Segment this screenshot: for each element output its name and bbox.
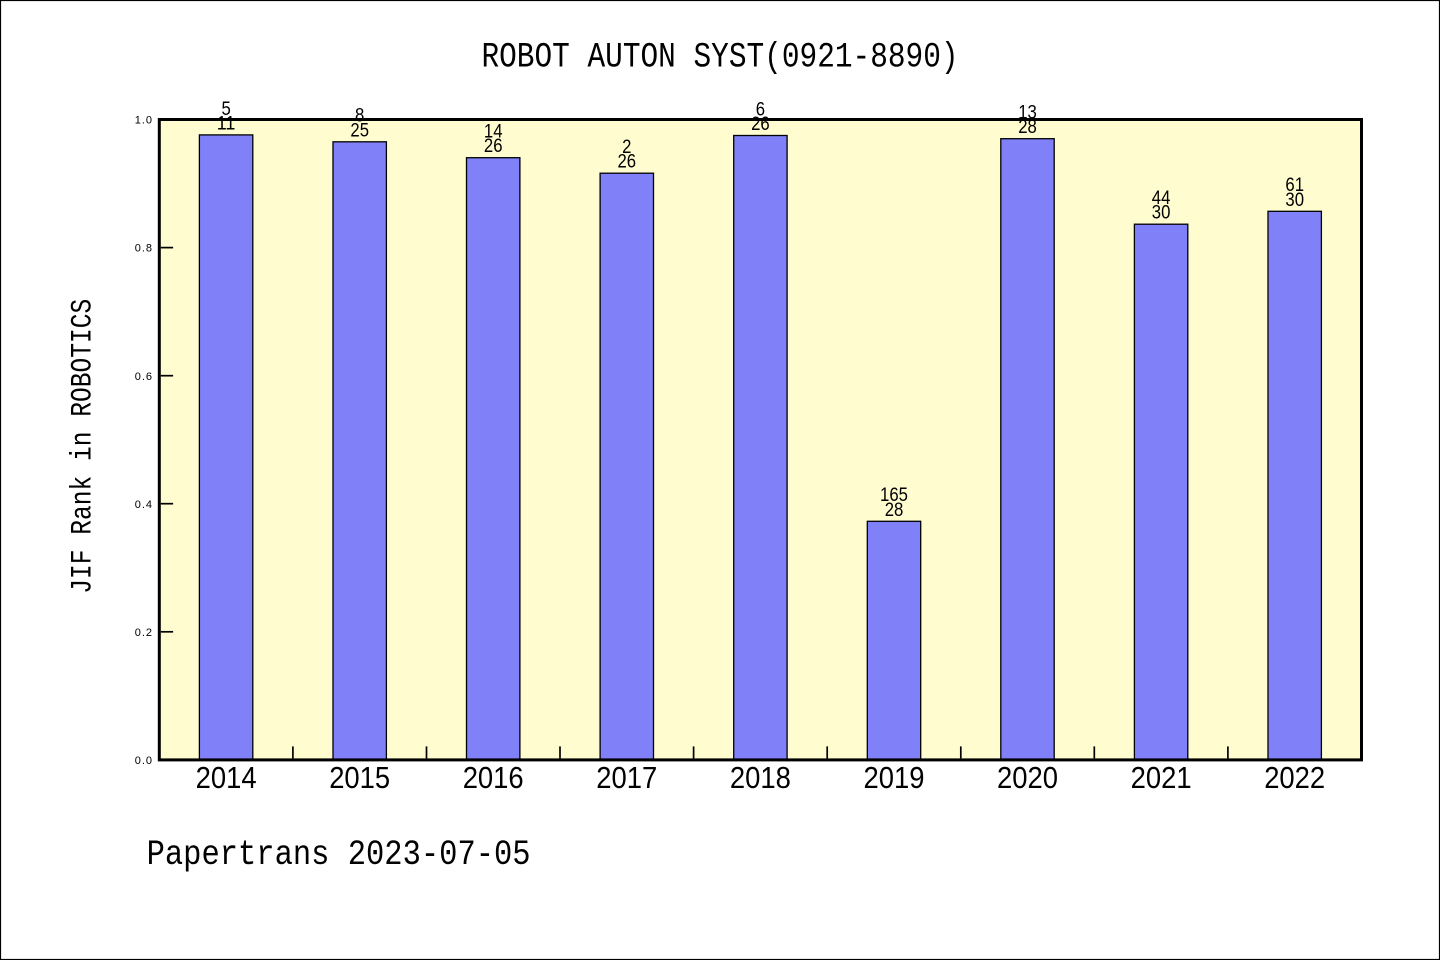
svg-text:2022: 2022 bbox=[1264, 762, 1325, 795]
svg-text:2017: 2017 bbox=[596, 762, 657, 795]
svg-text:44: 44 bbox=[1152, 188, 1171, 209]
svg-text:8: 8 bbox=[355, 106, 364, 127]
svg-text:2018: 2018 bbox=[730, 762, 791, 795]
svg-text:5: 5 bbox=[221, 99, 230, 120]
svg-text:28: 28 bbox=[1018, 117, 1037, 138]
svg-text:30: 30 bbox=[1285, 190, 1304, 211]
svg-text:6: 6 bbox=[756, 99, 765, 120]
svg-text:11: 11 bbox=[217, 113, 236, 134]
svg-text:165: 165 bbox=[880, 485, 908, 506]
svg-text:1.0: 1.0 bbox=[135, 115, 152, 127]
svg-text:Papertrans 2023-07-05: Papertrans 2023-07-05 bbox=[147, 835, 531, 875]
svg-text:JIF Rank in ROBOTICS: JIF Rank in ROBOTICS bbox=[66, 299, 100, 594]
svg-text:2015: 2015 bbox=[329, 762, 390, 795]
svg-text:26: 26 bbox=[751, 114, 770, 135]
svg-text:ROBOT AUTON SYST(0921-8890): ROBOT AUTON SYST(0921-8890) bbox=[481, 37, 958, 77]
svg-text:26: 26 bbox=[484, 136, 503, 157]
svg-text:0.6: 0.6 bbox=[135, 371, 152, 383]
svg-text:28: 28 bbox=[885, 500, 904, 521]
svg-text:2021: 2021 bbox=[1131, 762, 1192, 795]
svg-text:26: 26 bbox=[618, 152, 637, 173]
svg-text:2014: 2014 bbox=[196, 762, 257, 795]
svg-text:2019: 2019 bbox=[864, 762, 925, 795]
svg-text:0.4: 0.4 bbox=[135, 499, 152, 511]
svg-text:2020: 2020 bbox=[997, 762, 1058, 795]
svg-text:0.2: 0.2 bbox=[135, 627, 152, 639]
svg-text:61: 61 bbox=[1285, 175, 1304, 196]
svg-text:0.0: 0.0 bbox=[135, 755, 152, 767]
svg-text:2016: 2016 bbox=[463, 762, 524, 795]
svg-text:0.8: 0.8 bbox=[135, 243, 152, 255]
svg-text:30: 30 bbox=[1152, 203, 1171, 224]
svg-text:14: 14 bbox=[484, 122, 503, 143]
svg-text:13: 13 bbox=[1018, 103, 1037, 124]
svg-text:25: 25 bbox=[350, 120, 369, 141]
svg-text:2: 2 bbox=[622, 137, 631, 158]
